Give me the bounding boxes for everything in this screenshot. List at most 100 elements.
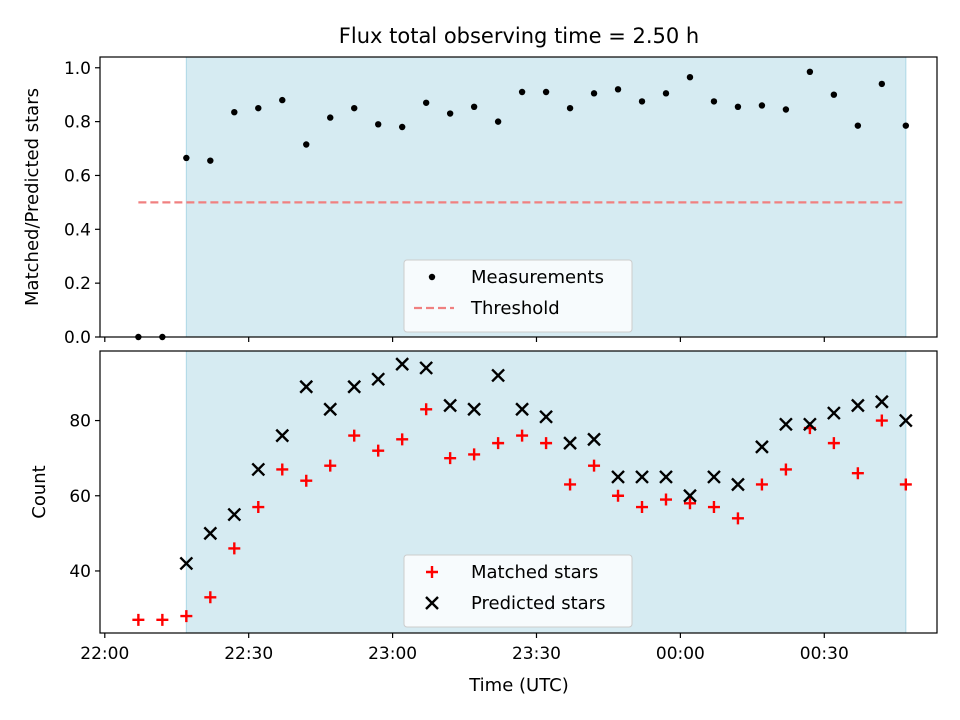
matched-star-point [516, 429, 529, 442]
measurement-point [638, 98, 646, 105]
count-y-axis-label: Count [29, 465, 50, 518]
measurement-point [207, 157, 214, 164]
predicted-star-point [275, 428, 290, 443]
legend-x-marker [425, 596, 439, 610]
matched-star-point [396, 433, 409, 446]
predicted-star-point [827, 406, 841, 420]
matched-star-point [636, 501, 649, 514]
matched-star-point [420, 403, 433, 416]
predicted-star-point [251, 462, 266, 477]
measurement-point [758, 102, 766, 109]
predicted-star-point [779, 417, 793, 432]
y-tick-label: 0.6 [64, 166, 91, 186]
measurement-point [806, 68, 814, 76]
matched-star-point [252, 501, 265, 514]
y-tick-label: 0.2 [64, 274, 91, 294]
matched-star-point [659, 493, 672, 506]
predicted-star-point [611, 470, 625, 484]
predicted-star-point [755, 440, 769, 454]
matched-star-point [875, 414, 888, 427]
matched-star-point [588, 459, 601, 472]
matched-star-point [492, 437, 505, 450]
matched-star-point [444, 452, 457, 465]
predicted-star-point [491, 368, 505, 383]
y-tick-label: 40 [69, 562, 91, 582]
measurement-point [303, 141, 310, 148]
matched-star-point [372, 444, 385, 457]
measurement-point [375, 121, 382, 128]
measurement-point [734, 103, 742, 111]
matched-star-point [755, 478, 768, 491]
matched-star-point [779, 463, 792, 476]
measurement-point [830, 91, 838, 98]
measurement-point [255, 104, 262, 112]
matched-star-point [180, 610, 193, 623]
predicted-star-point [179, 556, 194, 571]
matched-star-point [612, 489, 625, 502]
predicted-star-point [395, 357, 410, 372]
measurement-point [878, 80, 886, 88]
measurement-point [518, 88, 526, 96]
measurement-point [782, 106, 790, 113]
predicted-star-point [539, 409, 553, 424]
matched-star-point [851, 467, 864, 480]
measurement-point [542, 88, 550, 96]
predicted-star-point [635, 470, 649, 484]
measurement-point [590, 90, 598, 97]
measurement-point [183, 154, 190, 162]
time-x-ticks: 22:00 22:30 23:00 23:30 00:00 00:30 [80, 633, 849, 664]
measurement-point [494, 118, 502, 125]
ratio-panel: 0.0 0.2 0.4 0.6 0.8 1.0 Matched/Predicted sta… [22, 56, 938, 348]
measurement-point [231, 108, 238, 116]
y-tick-label: 0.8 [64, 113, 91, 133]
matched-star-point [468, 448, 481, 461]
y-tick-label: 0.4 [64, 220, 91, 240]
count-y-ticks: 40 60 80 [69, 412, 100, 582]
ratio-legend: Measurements Threshold [403, 259, 633, 333]
measurement-point [614, 86, 622, 93]
matched-star-point [348, 429, 361, 442]
matched-star-point [683, 497, 696, 510]
y-tick-label: 1.0 [64, 59, 91, 79]
measurement-point [446, 110, 454, 117]
matched-star-point [731, 512, 744, 525]
y-tick-label: 80 [69, 412, 91, 432]
predicted-star-point [347, 379, 362, 394]
predicted-star-point [803, 417, 817, 432]
predicted-star-point [443, 398, 457, 413]
matched-star-point [228, 542, 241, 555]
x-tick-label: 00:30 [800, 644, 849, 664]
matched-star-point [156, 613, 169, 626]
legend-plus-marker [426, 566, 438, 578]
predicted-star-point [659, 470, 673, 484]
x-tick-label: 22:00 [80, 644, 129, 664]
measurement-point [710, 98, 718, 105]
predicted-star-point [731, 477, 745, 492]
measurement-point [398, 123, 406, 131]
predicted-star-point [419, 361, 434, 375]
predicted-star-point [707, 470, 721, 484]
matched-star-point [300, 474, 313, 487]
y-tick-label: 60 [69, 487, 91, 507]
measurement-point [351, 104, 358, 112]
ratio-plot-frame [99, 56, 938, 338]
legend-label: Matched stars [471, 562, 598, 583]
measurement-point [662, 90, 670, 97]
measurement-point [422, 99, 430, 106]
x-tick-label: 23:30 [512, 644, 561, 664]
matched-star-point [276, 463, 289, 476]
matched-star-point [204, 591, 217, 604]
ratio-y-ticks: 0.0 0.2 0.4 0.6 0.8 1.0 [64, 59, 100, 348]
matched-star-point [324, 459, 337, 472]
predicted-star-point [515, 402, 529, 417]
matched-star-point [827, 437, 840, 450]
x-tick-label: 22:30 [224, 644, 273, 664]
predicted-star-point [371, 372, 386, 387]
x-axis-label: Time (UTC) [468, 675, 569, 696]
measurement-point [902, 122, 910, 129]
predicted-star-point [203, 526, 218, 541]
y-tick-label: 0.0 [64, 328, 91, 348]
legend-label: Predicted stars [471, 593, 605, 614]
predicted-star-point [683, 488, 697, 503]
